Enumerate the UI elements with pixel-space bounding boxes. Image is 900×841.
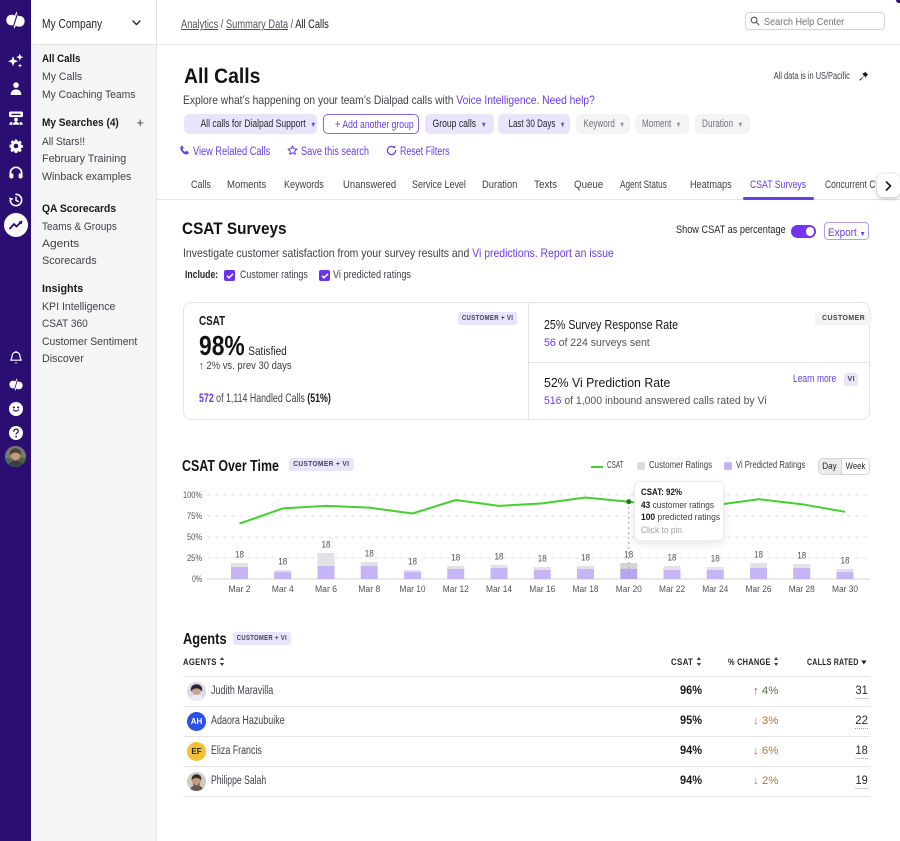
svg-text:18: 18 (841, 556, 850, 567)
svg-text:18: 18 (278, 557, 287, 568)
svg-text:Mar 10: Mar 10 (400, 584, 426, 595)
svg-text:18: 18 (451, 553, 460, 564)
svg-text:Mar 6: Mar 6 (315, 584, 337, 595)
svg-text:50%: 50% (187, 532, 202, 543)
svg-text:18: 18 (365, 549, 374, 560)
svg-text:18: 18 (668, 553, 677, 564)
svg-text:25%: 25% (187, 553, 202, 564)
svg-text:18: 18 (754, 550, 763, 561)
svg-text:18: 18 (538, 554, 547, 565)
svg-text:Mar 20: Mar 20 (616, 584, 642, 595)
svg-text:Mar 26: Mar 26 (746, 584, 772, 595)
svg-text:Mar 28: Mar 28 (789, 584, 815, 595)
svg-text:Mar 8: Mar 8 (358, 584, 380, 595)
svg-text:18: 18 (495, 552, 504, 563)
svg-text:Mar 24: Mar 24 (702, 584, 728, 595)
svg-text:Mar 12: Mar 12 (443, 584, 469, 595)
svg-text:Mar 22: Mar 22 (659, 584, 685, 595)
svg-text:Mar 14: Mar 14 (486, 584, 512, 595)
svg-text:18: 18 (408, 557, 417, 568)
svg-text:Mar 2: Mar 2 (229, 584, 251, 595)
svg-text:Mar 4: Mar 4 (272, 584, 294, 595)
svg-text:Mar 16: Mar 16 (529, 584, 555, 595)
svg-text:18: 18 (624, 550, 633, 561)
svg-text:18: 18 (711, 554, 720, 565)
svg-text:75%: 75% (187, 511, 202, 522)
svg-text:0%: 0% (192, 574, 202, 585)
svg-text:Mar 30: Mar 30 (832, 584, 858, 595)
svg-text:18: 18 (581, 553, 590, 564)
svg-text:Mar 18: Mar 18 (573, 584, 599, 595)
svg-text:100%: 100% (183, 490, 202, 501)
svg-text:18: 18 (322, 540, 331, 551)
svg-text:18: 18 (797, 551, 806, 562)
svg-text:18: 18 (235, 550, 244, 561)
